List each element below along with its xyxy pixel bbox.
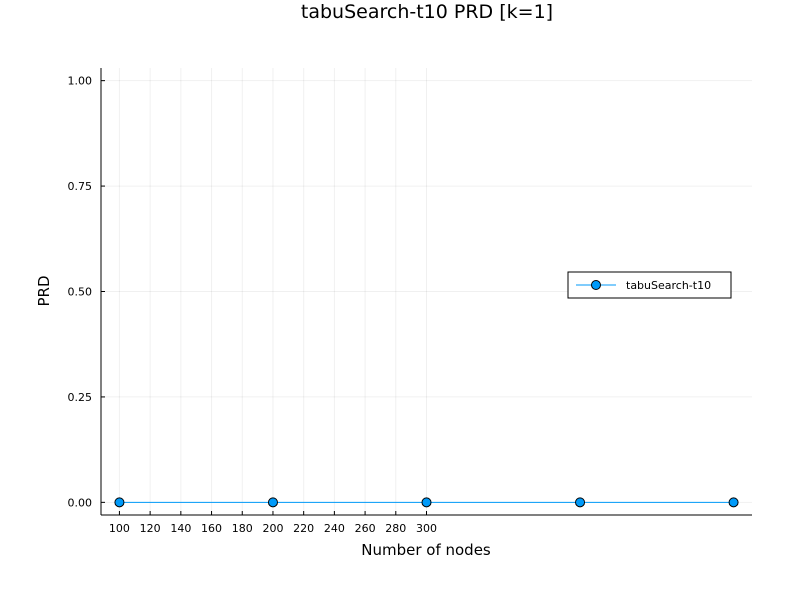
chart-title: tabuSearch-t10 PRD [k=1] xyxy=(301,1,553,23)
x-tick-label: 140 xyxy=(170,522,191,535)
y-tick-label: 0.50 xyxy=(68,286,93,299)
y-tick-label: 0.25 xyxy=(68,391,93,404)
y-tick-label: 0.75 xyxy=(68,180,93,193)
ticks: 100 120 140 160 180 200 220 240 260 280 300 0.00 0.2… xyxy=(68,75,438,535)
x-tick-label: 300 xyxy=(416,522,437,535)
legend: tabuSearch-t10 xyxy=(567,271,732,299)
data-point xyxy=(421,497,432,508)
y-tick-label: 1.00 xyxy=(68,75,93,88)
series-layer xyxy=(114,497,739,508)
x-tick-label: 160 xyxy=(201,522,222,535)
x-tick-label: 180 xyxy=(232,522,253,535)
y-axis-title: PRD xyxy=(35,275,53,306)
x-tick-label: 220 xyxy=(293,522,314,535)
x-tick-label: 260 xyxy=(355,522,376,535)
legend-label: tabuSearch-t10 xyxy=(626,279,711,292)
y-tick-label: 0.00 xyxy=(68,496,93,509)
x-tick-label: 240 xyxy=(324,522,345,535)
x-tick-label: 100 xyxy=(109,522,130,535)
legend-marker xyxy=(591,280,601,290)
data-point xyxy=(575,497,586,508)
x-tick-label: 200 xyxy=(262,522,283,535)
data-point xyxy=(267,497,278,508)
data-point xyxy=(728,497,739,508)
x-tick-label: 120 xyxy=(140,522,161,535)
x-tick-label: 280 xyxy=(385,522,406,535)
data-point xyxy=(114,497,125,508)
x-axis-title: Number of nodes xyxy=(361,541,491,559)
